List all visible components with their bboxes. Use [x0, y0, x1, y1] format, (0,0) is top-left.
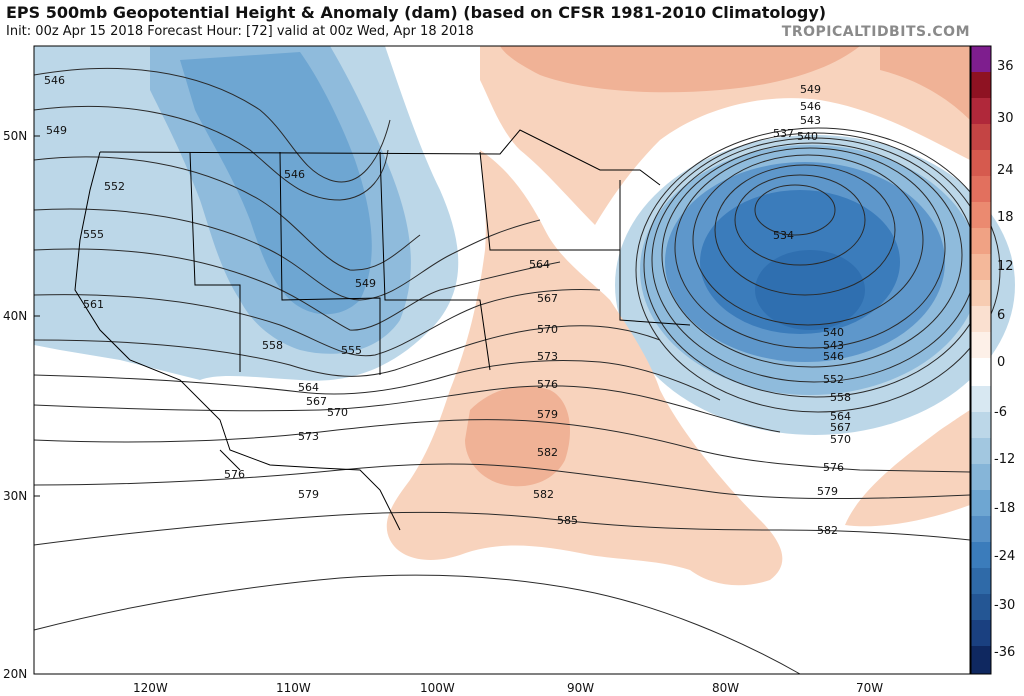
- height-label: 549: [800, 83, 821, 96]
- height-label: 546: [800, 100, 821, 113]
- map-title: EPS 500mb Geopotential Height & Anomaly …: [6, 3, 827, 22]
- cb-tick-12: 12: [997, 259, 1014, 274]
- lat-label-40n: 40N: [3, 309, 27, 323]
- height-label: 552: [104, 180, 125, 193]
- height-label: 558: [262, 339, 283, 352]
- height-label: 543: [800, 114, 821, 127]
- height-label: 582: [533, 488, 554, 501]
- cb-tick-18: 18: [997, 210, 1014, 225]
- anomaly-ridge-north: [480, 46, 970, 225]
- height-label: 546: [44, 74, 65, 87]
- lon-label-90w: 90W: [567, 681, 594, 695]
- lat-label-50n: 50N: [3, 129, 27, 143]
- height-label: 576: [823, 461, 844, 474]
- height-label: 558: [830, 391, 851, 404]
- height-label: 582: [817, 524, 838, 537]
- lon-axis: 120W 110W 100W 90W 80W 70W: [133, 681, 883, 695]
- height-label: 549: [46, 124, 67, 137]
- cb-tick-m36: -36: [994, 645, 1015, 660]
- height-label: 576: [224, 468, 245, 481]
- lon-label-70w: 70W: [856, 681, 883, 695]
- lon-label-80w: 80W: [712, 681, 739, 695]
- height-label: 573: [298, 430, 319, 443]
- cb-tick-6: 6: [997, 308, 1005, 323]
- colorbar-ticks: 36 30 24 18 12 6 0 -6 -12 -18 -24 -30 -3…: [994, 59, 1015, 660]
- height-label: 546: [284, 168, 305, 181]
- height-label: 540: [797, 130, 818, 143]
- anomaly-north-mid: [500, 46, 860, 93]
- lon-label-110w: 110W: [276, 681, 311, 695]
- cb-tick-m30: -30: [994, 598, 1015, 613]
- height-label: 555: [83, 228, 104, 241]
- cb-tick-m6: -6: [994, 405, 1007, 420]
- cb-tick-24: 24: [997, 163, 1014, 178]
- height-label: 570: [830, 433, 851, 446]
- height-label: 534: [773, 229, 794, 242]
- lat-label-20n: 20N: [3, 667, 27, 681]
- height-label: 564: [298, 381, 319, 394]
- height-label: 579: [298, 488, 319, 501]
- height-label: 570: [537, 323, 558, 336]
- height-label: 561: [83, 298, 104, 311]
- lon-label-120w: 120W: [133, 681, 168, 695]
- height-label: 546: [823, 350, 844, 363]
- height-label: 573: [537, 350, 558, 363]
- height-label: 564: [830, 410, 851, 423]
- height-contours: [33, 67, 971, 675]
- cb-tick-m18: -18: [994, 501, 1015, 516]
- anomaly-west-coast: [34, 140, 90, 310]
- cb-tick-36: 36: [997, 59, 1014, 74]
- lon-label-100w: 100W: [420, 681, 455, 695]
- cb-tick-m12: -12: [994, 452, 1015, 467]
- anomaly-west-deep: [180, 52, 372, 315]
- height-label: 537: [773, 127, 794, 140]
- cb-tick-0: 0: [997, 355, 1005, 370]
- height-label: 564: [529, 258, 550, 271]
- anomaly-ridge-core: [465, 386, 570, 487]
- watermark: TROPICALTIDBITS.COM: [781, 24, 970, 40]
- map-frame: [33, 45, 971, 675]
- height-label: 579: [817, 485, 838, 498]
- boundaries: [74, 129, 691, 531]
- cb-tick-30: 30: [997, 111, 1014, 126]
- lat-label-30n: 30N: [3, 489, 27, 503]
- height-label: 549: [355, 277, 376, 290]
- anomaly-east-center: [755, 250, 865, 330]
- anomaly-ne-corner: [880, 46, 970, 120]
- map-subtitle: Init: 00z Apr 15 2018 Forecast Hour: [72…: [6, 24, 474, 39]
- colorbar: [970, 45, 992, 675]
- height-label: 540: [823, 326, 844, 339]
- height-label: 585: [557, 514, 578, 527]
- height-label: 567: [830, 421, 851, 434]
- height-label: 555: [341, 344, 362, 357]
- height-label: 582: [537, 446, 558, 459]
- height-label: 576: [537, 378, 558, 391]
- anomaly-atlantic: [845, 410, 970, 527]
- height-label: 570: [327, 406, 348, 419]
- height-label: 567: [306, 395, 327, 408]
- height-label: 552: [823, 373, 844, 386]
- cb-tick-m24: -24: [994, 549, 1015, 564]
- height-label: 567: [537, 292, 558, 305]
- height-label: 543: [823, 339, 844, 352]
- height-label: 579: [537, 408, 558, 421]
- lat-axis: 50N 40N 30N 20N: [3, 129, 40, 681]
